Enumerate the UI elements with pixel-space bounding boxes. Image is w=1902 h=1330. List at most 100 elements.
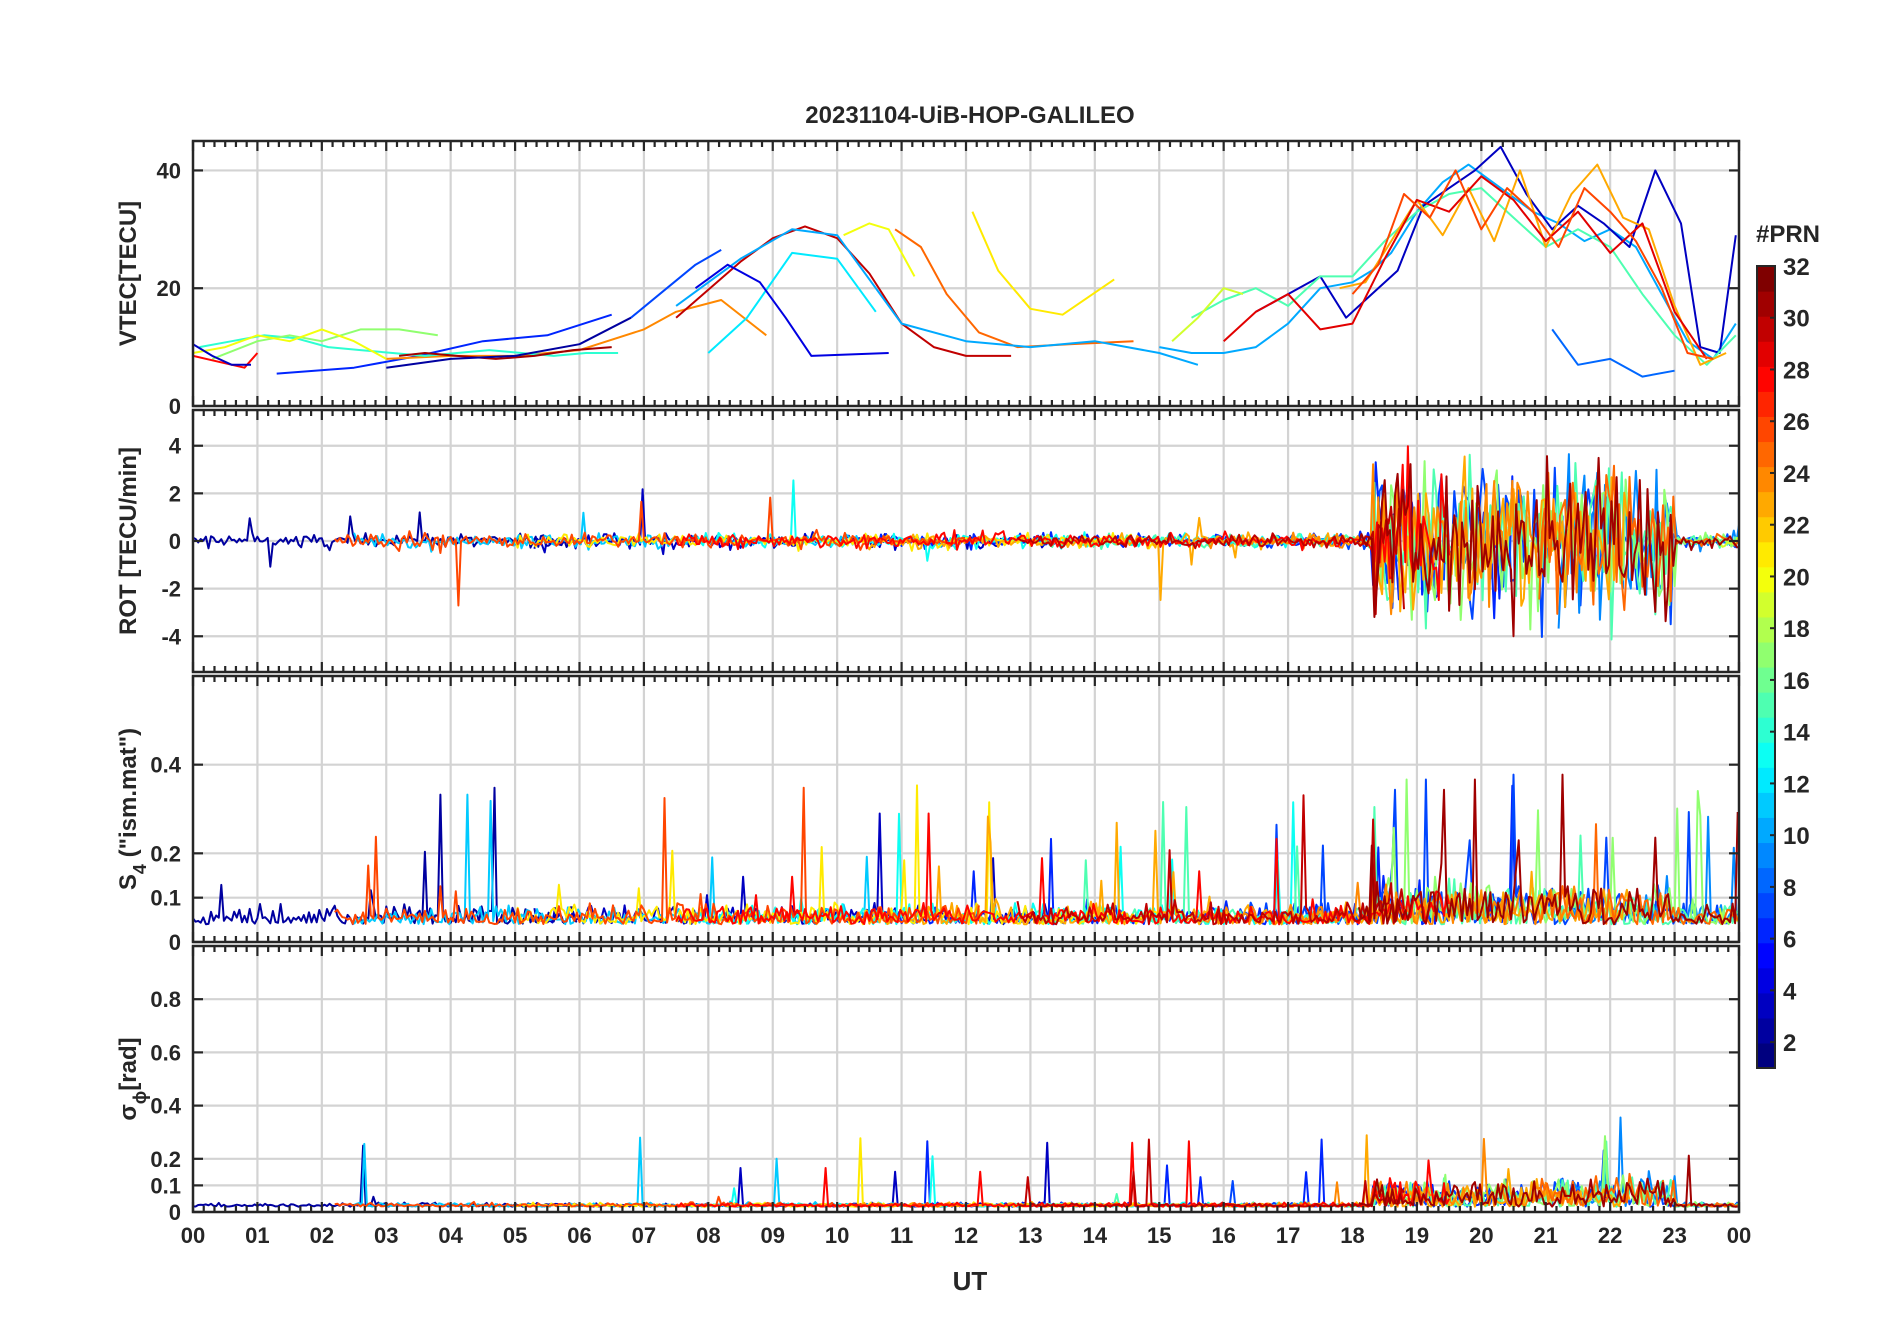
chart-title: 20231104-UiB-HOP-GALILEO bbox=[805, 102, 1134, 129]
x-tick-label: 01 bbox=[245, 1223, 269, 1248]
y-axis-label-rot: ROT [TECU/min] bbox=[115, 447, 142, 635]
s4-prn-26 bbox=[334, 786, 980, 926]
vtec-prn-3 bbox=[1255, 145, 1737, 354]
y-tick-label: -2 bbox=[161, 577, 181, 602]
colorbar-tick-label: 28 bbox=[1783, 357, 1810, 384]
x-tick-label: 20 bbox=[1469, 1223, 1493, 1248]
colorbar-frame bbox=[1756, 265, 1776, 1069]
x-tick-label: 14 bbox=[1083, 1223, 1108, 1248]
vtec-prn-12 bbox=[707, 251, 877, 354]
panel-rot: -4 -2 0 2 4 ROT [TECU/min] bbox=[115, 408, 1741, 674]
colorbar-segment bbox=[1757, 867, 1775, 894]
colorbar-segment bbox=[1757, 1042, 1775, 1069]
x-tick-label: 03 bbox=[374, 1223, 398, 1248]
x-ticks-s4 bbox=[191, 676, 1741, 942]
colorbar-segment bbox=[1757, 441, 1775, 468]
x-tick-label: 10 bbox=[825, 1223, 849, 1248]
colorbar-tick-label: 26 bbox=[1783, 409, 1810, 436]
panel-s4: 00.10.20.4S4 ("ism.mat") bbox=[115, 674, 1741, 955]
vtec-prn-23 bbox=[1339, 163, 1727, 366]
ylabel-main: σ bbox=[115, 1104, 142, 1120]
colorbar-tick-label: 14 bbox=[1783, 720, 1810, 747]
x-tick-label: 21 bbox=[1534, 1223, 1558, 1248]
y-tick-label: 0.1 bbox=[150, 886, 181, 911]
sigma_phi-prn-30 bbox=[1016, 1138, 1405, 1208]
colorbar-segment bbox=[1757, 316, 1775, 342]
x-tick-label: 00 bbox=[181, 1223, 205, 1248]
rot-prn-23 bbox=[855, 455, 1630, 613]
x-tick-label: 00 bbox=[1727, 1223, 1751, 1248]
y-tick-label: 0.4 bbox=[150, 1094, 181, 1119]
colorbar-segment bbox=[1757, 516, 1775, 543]
vtec-prn-31 bbox=[398, 346, 612, 360]
y-tick-label: 0 bbox=[169, 930, 181, 955]
y-tick-label: -4 bbox=[161, 624, 181, 649]
ylabel-sub: ϕ bbox=[130, 1091, 150, 1105]
rot-prn-24 bbox=[1197, 463, 1586, 616]
sigma_phi-prn-2 bbox=[193, 1144, 578, 1208]
colorbar-tick-label: 24 bbox=[1783, 461, 1810, 488]
y-axis-label-vtec: VTEC[TECU] bbox=[115, 201, 142, 346]
traces-vtec bbox=[193, 145, 1737, 378]
vtec-prn-8 bbox=[1551, 328, 1675, 378]
colorbar-segment bbox=[1757, 767, 1775, 793]
colorbar-tick-label: 20 bbox=[1783, 564, 1810, 591]
sigma_phi-prn-31 bbox=[1358, 1154, 1738, 1208]
sigma_phi-prn-3 bbox=[533, 1141, 1051, 1208]
y-tick-label: 0.6 bbox=[150, 1040, 181, 1065]
x-ticks-sigma_phi bbox=[191, 946, 1741, 1212]
x-tick-label: 07 bbox=[632, 1223, 656, 1248]
y-tick-label: 0.2 bbox=[150, 841, 181, 866]
colorbar-segment bbox=[1757, 917, 1775, 944]
colorbar-segment bbox=[1757, 717, 1775, 743]
y-tick-label: 0 bbox=[169, 529, 181, 554]
y-tick-label: 0 bbox=[169, 394, 181, 419]
vtec-prn-4 bbox=[694, 263, 889, 357]
colorbar-segment bbox=[1757, 366, 1775, 392]
x-axis-label: UT bbox=[953, 1266, 988, 1296]
colorbar-tick-label: 12 bbox=[1783, 771, 1810, 798]
colorbar-tick-label: 18 bbox=[1783, 616, 1810, 643]
vtec-prn-17 bbox=[211, 328, 438, 360]
vtec-prn-21 bbox=[971, 211, 1115, 316]
vtec-prn-10 bbox=[675, 228, 1199, 366]
colorbar-segment bbox=[1757, 692, 1775, 718]
colorbar-tick-label: 8 bbox=[1783, 875, 1796, 902]
x-tick-label: 04 bbox=[438, 1223, 463, 1248]
rot-prn-26 bbox=[333, 496, 980, 607]
colorbar-segment bbox=[1757, 942, 1775, 969]
x-tick-label: 08 bbox=[696, 1223, 720, 1248]
colorbar-segment bbox=[1757, 591, 1775, 618]
x-tick-label: 15 bbox=[1147, 1223, 1171, 1248]
ylabel-rest: ("ism.mat") bbox=[115, 728, 142, 864]
colorbar-segment bbox=[1757, 466, 1775, 493]
colorbar-segment bbox=[1757, 291, 1775, 317]
y-tick-label: 4 bbox=[169, 434, 182, 459]
colorbar-tick-label: 30 bbox=[1783, 306, 1810, 333]
y-axis-label-sigma_phi: σϕ[rad] bbox=[115, 1037, 150, 1120]
y-tick-label: 0.4 bbox=[150, 753, 181, 778]
x-tick-label: 16 bbox=[1211, 1223, 1235, 1248]
colorbar-segment bbox=[1757, 566, 1775, 593]
y-tick-label: 0 bbox=[169, 1200, 181, 1225]
s4-prn-25 bbox=[1538, 823, 1739, 926]
colorbar-segment bbox=[1757, 992, 1775, 1019]
x-tick-label: 17 bbox=[1276, 1223, 1300, 1248]
x-tick-label: 18 bbox=[1340, 1223, 1364, 1248]
y-tick-label: 2 bbox=[169, 481, 181, 506]
ylabel-rest: [rad] bbox=[115, 1037, 142, 1090]
x-tick-label: 09 bbox=[761, 1223, 785, 1248]
panel-vtec: 0 20 40 VTEC[TECU] bbox=[115, 139, 1741, 419]
sigma_phi-prn-11 bbox=[353, 1136, 871, 1208]
colorbar-segment bbox=[1757, 416, 1775, 443]
x-tick-label: 22 bbox=[1598, 1223, 1622, 1248]
panel-sigma_phi: 00.10.20.40.60.8σϕ[rad] bbox=[115, 944, 1741, 1225]
s4-prn-30 bbox=[1016, 794, 1405, 926]
grid-vtec bbox=[193, 141, 1739, 406]
vtec-prn-29 bbox=[1223, 175, 1708, 360]
x-tick-label: 02 bbox=[310, 1223, 334, 1248]
sigma_phi-prn-28 bbox=[675, 1140, 1450, 1208]
